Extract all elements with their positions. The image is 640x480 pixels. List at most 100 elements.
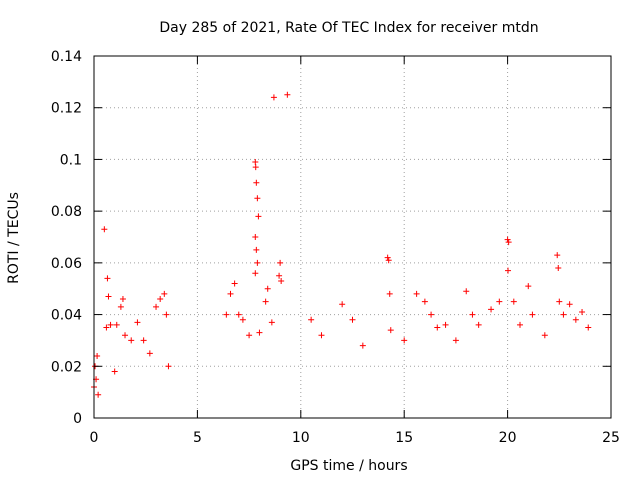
data-point	[95, 391, 102, 398]
data-point	[510, 298, 517, 305]
data-point	[117, 303, 124, 310]
x-tick-label: 25	[602, 430, 620, 446]
data-point	[566, 301, 573, 308]
data-point	[284, 91, 291, 98]
data-point	[111, 368, 118, 375]
data-point	[278, 277, 285, 284]
data-point	[308, 316, 315, 323]
data-point	[554, 252, 561, 259]
data-point	[153, 303, 160, 310]
data-point	[541, 332, 548, 339]
data-point	[579, 308, 586, 315]
data-point	[262, 298, 269, 305]
data-point	[318, 332, 325, 339]
data-point	[452, 337, 459, 344]
y-tick-label: 0.08	[51, 204, 82, 220]
data-point	[227, 290, 234, 297]
data-point	[223, 311, 230, 318]
data-point	[421, 298, 428, 305]
data-point	[254, 195, 261, 202]
data-point	[556, 298, 563, 305]
data-point	[252, 234, 259, 240]
data-point	[560, 311, 567, 318]
x-tick-label: 10	[292, 430, 310, 446]
data-point	[496, 298, 503, 305]
data-point	[101, 226, 108, 233]
data-point	[103, 324, 110, 331]
data-point	[252, 270, 259, 277]
data-point	[253, 246, 260, 253]
data-point	[163, 311, 170, 318]
data-point	[475, 321, 482, 328]
plot-frame	[93, 55, 612, 419]
data-point	[268, 319, 275, 326]
data-point	[359, 342, 366, 349]
data-point	[387, 327, 394, 334]
data-point	[349, 316, 356, 323]
x-tick-labels: 0 5 10 15 20 25	[90, 430, 620, 446]
data-point	[339, 301, 346, 308]
data-point	[386, 290, 393, 297]
data-point	[277, 259, 284, 266]
x-axis-label: GPS time / hours	[290, 458, 407, 474]
data-point	[94, 352, 101, 359]
data-point	[505, 267, 512, 274]
data-point	[264, 285, 271, 292]
y-tick-label: 0.02	[51, 359, 82, 375]
data-point	[517, 321, 524, 328]
data-point	[157, 296, 164, 303]
data-point	[504, 236, 511, 243]
data-point	[107, 321, 114, 328]
data-point	[239, 316, 246, 323]
data-point	[413, 290, 420, 297]
data-point	[104, 275, 111, 282]
data-point	[113, 321, 120, 328]
data-point	[463, 288, 470, 295]
axis-ticks	[93, 55, 612, 419]
data-point	[235, 311, 242, 318]
data-point	[488, 306, 495, 313]
data-point	[140, 337, 147, 344]
data-points	[91, 91, 592, 398]
data-point	[122, 332, 129, 339]
data-point	[165, 363, 172, 370]
x-tick-label: 5	[193, 430, 202, 446]
data-point	[246, 332, 253, 339]
data-point	[572, 316, 579, 323]
data-point	[253, 179, 260, 186]
data-point	[252, 159, 259, 166]
data-point	[255, 213, 262, 220]
data-point	[276, 272, 283, 279]
data-point	[254, 259, 261, 266]
data-point	[529, 311, 536, 318]
data-point	[146, 350, 153, 357]
x-tick-label: 15	[395, 430, 413, 446]
y-tick-label: 0	[73, 411, 82, 427]
data-point	[469, 311, 476, 318]
chart-title: Day 285 of 2021, Rate Of TEC Index for r…	[159, 20, 538, 36]
data-point	[585, 324, 592, 331]
y-tick-labels: 0 0.02 0.04 0.06 0.08 0.1 0.12 0.14	[51, 49, 82, 427]
data-point	[231, 280, 238, 287]
data-point	[105, 293, 112, 300]
data-point	[134, 319, 141, 326]
y-tick-label: 0.14	[51, 49, 82, 65]
data-point	[442, 321, 449, 328]
data-point	[525, 283, 532, 290]
data-point	[161, 290, 168, 297]
data-point	[385, 257, 392, 264]
y-axis-label: ROTI / TECUs	[6, 192, 22, 284]
data-point	[270, 94, 277, 101]
x-tick-label: 0	[90, 430, 99, 446]
data-point	[128, 337, 135, 344]
data-point	[256, 329, 263, 336]
data-point	[505, 239, 512, 246]
data-point	[252, 164, 259, 171]
y-tick-label: 0.04	[51, 308, 82, 324]
data-point	[434, 324, 441, 331]
y-tick-label: 0.1	[60, 152, 82, 168]
y-tick-label: 0.12	[51, 101, 82, 117]
data-point	[555, 265, 562, 272]
